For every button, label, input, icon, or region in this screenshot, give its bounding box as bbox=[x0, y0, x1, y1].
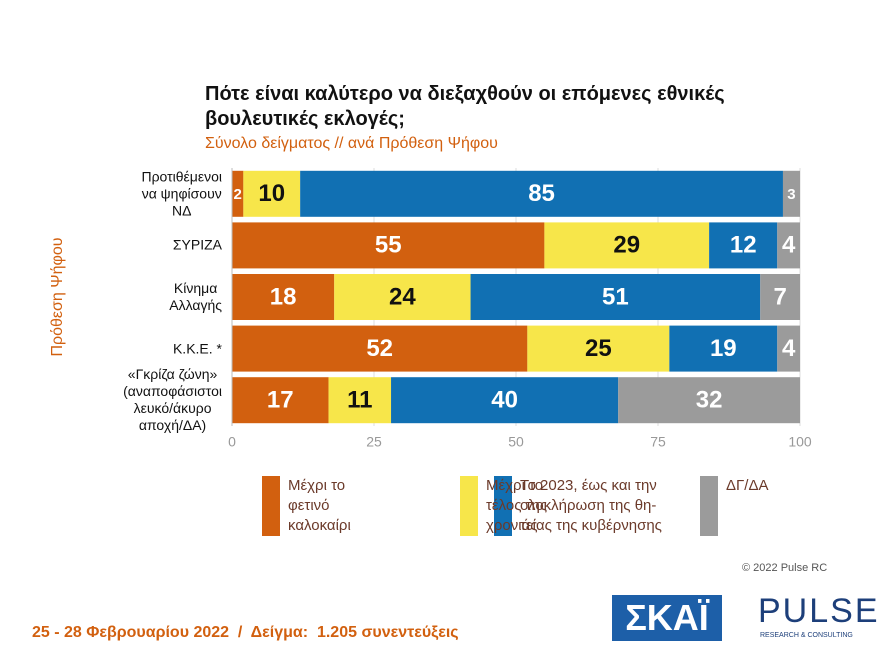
subtitle: Σύνολο δείγματος // ανά Πρόθεση Ψήφου bbox=[205, 135, 498, 152]
bar-segment bbox=[232, 222, 545, 269]
x-tick-label: 0 bbox=[228, 434, 236, 450]
bar-segment bbox=[709, 222, 778, 269]
value-label: 18 bbox=[270, 283, 297, 310]
value-label: 3 bbox=[787, 186, 795, 203]
legend-label: ΔΓ/ΔΑ bbox=[726, 477, 769, 494]
bar-segment bbox=[232, 377, 329, 424]
value-label: 85 bbox=[528, 180, 555, 207]
bar-segment bbox=[243, 170, 301, 217]
y-tick-label: Κίνημα Αλλαγής bbox=[169, 280, 222, 313]
legend-swatch bbox=[262, 476, 280, 536]
y-tick-label: «Γκρίζα ζώνη» (αναποφάσιστοι λευκό/άκυρο… bbox=[123, 366, 222, 434]
value-label: 10 bbox=[258, 180, 285, 207]
legend-label: Το 2023, έως και την ολοκλήρωση της θη- … bbox=[520, 477, 662, 534]
legend-label: Μέχρι το τέλος της χρονιάς bbox=[486, 477, 548, 534]
y-axis-label: Πρόθεση Ψήφου bbox=[49, 237, 66, 357]
value-label: 40 bbox=[491, 387, 518, 414]
bar-segment bbox=[391, 377, 619, 424]
chart-title: Πότε είναι καλύτερο να διεξαχθούν οι επό… bbox=[205, 83, 725, 130]
value-label: 2 bbox=[234, 186, 242, 203]
x-tick-label: 100 bbox=[788, 434, 812, 450]
bar-segment bbox=[527, 325, 670, 372]
skai-logo: ΣΚΑΪ bbox=[612, 595, 722, 641]
legend-swatch bbox=[700, 476, 718, 536]
bar-segment bbox=[334, 274, 471, 320]
value-label: 7 bbox=[773, 283, 786, 310]
bar-segment bbox=[777, 325, 800, 372]
value-label: 52 bbox=[366, 335, 393, 362]
bar-segment bbox=[328, 377, 392, 424]
value-label: 12 bbox=[730, 232, 757, 259]
footer: 25 - 28 Φεβρουαρίου 2022 / Δείγμα: 1.205… bbox=[32, 624, 459, 641]
bar-segment bbox=[760, 274, 800, 320]
x-tick-label: 25 bbox=[366, 434, 382, 450]
y-tick-label: Προτιθέμενοι να ψηφίσουν ΝΔ bbox=[141, 168, 222, 219]
legend-label: Μέχρι το φετινό καλοκαίρι bbox=[288, 477, 351, 534]
bar-segment bbox=[777, 222, 800, 269]
bar-segment bbox=[300, 170, 783, 217]
value-label: 51 bbox=[602, 283, 629, 310]
bar-segment bbox=[618, 377, 800, 424]
bar-segment bbox=[232, 170, 244, 217]
value-label: 4 bbox=[782, 335, 796, 362]
bar-segment bbox=[669, 325, 778, 372]
copyright: © 2022 Pulse RC bbox=[742, 562, 828, 574]
value-label: 19 bbox=[710, 335, 737, 362]
value-label: 24 bbox=[389, 283, 416, 310]
bar-segment bbox=[232, 325, 528, 372]
bar-segment bbox=[232, 274, 335, 320]
bar-segment bbox=[544, 222, 710, 269]
legend-swatch bbox=[460, 476, 478, 536]
legend-swatch bbox=[494, 476, 512, 536]
pulse-logo: PULSE bbox=[758, 592, 880, 630]
pulse-logo-sub: RESEARCH & CONSULTING bbox=[760, 632, 853, 639]
x-tick-label: 50 bbox=[508, 434, 524, 450]
value-label: 11 bbox=[347, 387, 372, 414]
bar-segment bbox=[470, 274, 761, 320]
value-label: 29 bbox=[613, 232, 640, 259]
value-label: 25 bbox=[585, 335, 612, 362]
y-tick-label: ΣΥΡΙΖΑ bbox=[172, 236, 222, 253]
bar-segment bbox=[782, 170, 800, 217]
value-label: 55 bbox=[375, 232, 402, 259]
value-label: 32 bbox=[696, 387, 723, 414]
x-tick-label: 75 bbox=[650, 434, 666, 450]
value-label: 4 bbox=[782, 232, 796, 259]
value-label: 17 bbox=[267, 387, 294, 414]
y-tick-label: Κ.Κ.Ε. * bbox=[172, 340, 222, 357]
